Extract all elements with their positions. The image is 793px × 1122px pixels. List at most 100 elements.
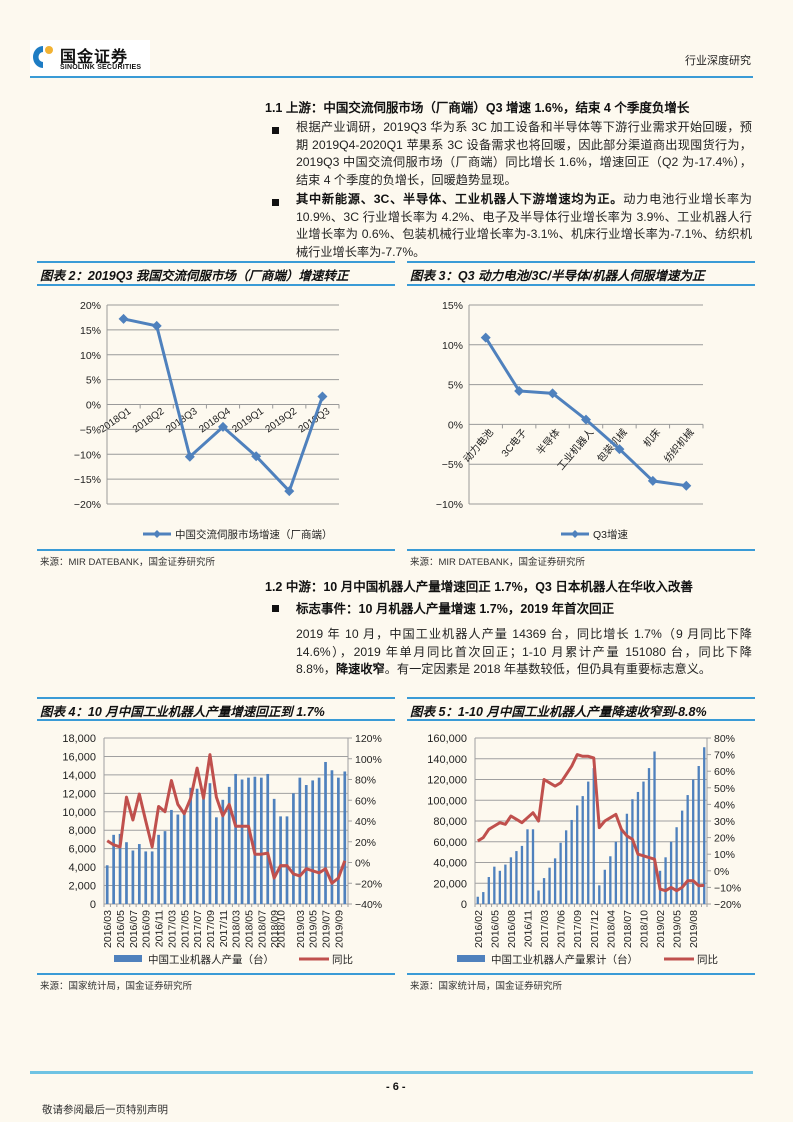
figure-bottom-divider [407,973,755,975]
svg-text:5%: 5% [448,380,463,392]
svg-text:2017/06: 2017/06 [556,910,568,948]
paragraph-robot-output: 2019 年 10 月，中国工业机器人产量 14369 台，同比增长 1.7%（… [296,627,752,676]
svg-text:2019/08: 2019/08 [688,910,700,948]
svg-text:3C电子: 3C电子 [498,426,529,459]
svg-text:2016/11: 2016/11 [522,910,534,947]
svg-text:15%: 15% [442,300,463,312]
svg-text:机床: 机床 [640,426,663,450]
svg-text:0: 0 [461,899,467,911]
svg-text:同比: 同比 [332,953,353,966]
svg-text:2018/03: 2018/03 [231,910,243,948]
figure-2-line-chart: 20% 15% 10% 5% 0% −5% −10% −15% −20% 2018Q12018Q2… [74,300,340,541]
figure-bottom-divider [37,549,395,551]
figure-bottom-divider [37,973,395,975]
svg-text:0%: 0% [714,866,729,878]
svg-text:4,000: 4,000 [68,862,96,874]
svg-text:70%: 70% [714,750,735,762]
svg-text:2016/09: 2016/09 [141,910,153,948]
section-1-2-title: 1.2 中游：10 月中国机器人产量增速回正 1.7%，Q3 日本机器人在华收入… [265,580,693,594]
svg-text:0: 0 [90,899,96,911]
svg-text:15%: 15% [80,325,101,337]
svg-text:2,000: 2,000 [68,881,96,893]
svg-text:18,000: 18,000 [62,733,96,745]
svg-text:100,000: 100,000 [427,795,467,807]
footer-divider [30,1071,753,1074]
figure-top-divider [37,697,395,699]
svg-text:−20%: −20% [355,878,382,890]
logo-text-en: SINOLINK SECURITIES [60,64,142,71]
svg-text:2016/05: 2016/05 [489,910,501,948]
svg-text:30%: 30% [714,816,735,828]
svg-text:10%: 10% [714,849,735,861]
svg-text:40,000: 40,000 [433,858,467,870]
figure-4-source: 来源：国家统计局，国金证券研究所 [40,981,193,992]
report-type: 行业深度研究 [685,54,751,67]
header-divider [30,76,753,78]
svg-text:5%: 5% [86,375,101,387]
svg-text:2018Q1: 2018Q1 [98,406,134,436]
svg-text:12,000: 12,000 [62,788,96,800]
svg-text:2017/09: 2017/09 [572,910,584,948]
svg-text:0%: 0% [86,400,101,412]
svg-text:2019Q1: 2019Q1 [230,406,266,436]
svg-text:2016/07: 2016/07 [128,910,140,948]
svg-text:同比: 同比 [697,953,718,966]
svg-text:2018/04: 2018/04 [605,910,617,948]
svg-text:0%: 0% [448,419,463,431]
svg-text:60%: 60% [714,766,735,778]
figure-2-title: 图表 2：2019Q3 我国交流伺服市场（厂商端）增速转正 [40,269,349,283]
svg-text:16,000: 16,000 [62,751,96,763]
svg-text:20%: 20% [714,833,735,845]
bullet-icon [272,127,279,134]
figure-title-divider [37,719,395,721]
figure-5-bar-line-chart: 160,000 140,000 120,000 100,000 80,000 60,000… [427,733,741,966]
svg-text:60%: 60% [355,795,376,807]
figure-top-divider [407,697,755,699]
svg-text:半导体: 半导体 [534,426,563,457]
svg-text:120,000: 120,000 [427,775,467,787]
svg-text:−10%: −10% [714,882,741,894]
svg-text:20%: 20% [80,300,101,312]
svg-text:2019/05: 2019/05 [308,910,320,948]
svg-text:2017/07: 2017/07 [192,910,204,948]
figure-bottom-divider [407,549,755,551]
svg-text:2017/03: 2017/03 [539,910,551,948]
svg-text:动力电池: 动力电池 [460,426,496,465]
figure-title-divider [37,284,395,286]
svg-text:8,000: 8,000 [68,825,96,837]
svg-text:140,000: 140,000 [427,754,467,766]
figure-3-source: 来源：MIR DATEBANK，国金证券研究所 [410,557,586,568]
svg-text:20%: 20% [355,837,376,849]
svg-text:中国工业机器人产量累计（台）: 中国工业机器人产量累计（台） [491,953,638,966]
svg-text:10,000: 10,000 [62,807,96,819]
figure-5-title: 图表 5：1-10 月中国工业机器人产量降速收窄到-8.8% [410,705,707,719]
page-number: - 6 - [386,1081,406,1093]
paragraph-bullet-1: 根据产业调研，2019Q3 华为系 3C 加工设备和半导体等下游行业需求开始回暖… [296,120,752,187]
svg-text:10%: 10% [80,350,101,362]
svg-text:80%: 80% [714,733,735,745]
bullet-heading: 标志事件：10 月机器人产量增速 1.7%，2019 年首次回正 [296,602,615,616]
figure-3-line-chart: 15%10%5%0%−5%−10%动力电池 3C电子 半导体工业机器人 包装机械 机床纺… [436,300,704,541]
svg-text:2016/02: 2016/02 [473,910,485,948]
paragraph-bullet-2: 其中新能源、3C、半导体、工业机器人下游增速均为正。动力电池行业增长率为 10.… [296,192,752,259]
company-logo: 国金证券 SINOLINK SECURITIES [30,40,150,78]
disclaimer-note: 敬请参阅最后一页特别声明 [42,1104,168,1116]
svg-text:80%: 80% [355,775,376,787]
svg-text:−20%: −20% [714,899,741,911]
svg-text:−10%: −10% [436,499,463,511]
svg-text:2016/05: 2016/05 [115,910,127,948]
svg-text:−15%: −15% [74,474,101,486]
svg-text:2017/12: 2017/12 [589,910,601,948]
svg-text:2019/09: 2019/09 [333,910,345,948]
svg-text:100%: 100% [355,754,382,766]
figure-4-bar-line-chart: 18,000 16,000 14,000 12,000 10,000 8,000 6,000… [62,733,382,966]
svg-text:2018/07: 2018/07 [256,910,268,948]
svg-text:2019/07: 2019/07 [321,910,333,948]
svg-text:2017/11: 2017/11 [218,910,230,947]
logo-text-cn: 国金证券 [60,49,129,66]
svg-text:−5%: −5% [442,459,463,471]
svg-text:2018Q2: 2018Q2 [131,406,167,436]
figure-title-divider [407,284,755,286]
svg-text:2019/03: 2019/03 [295,910,307,948]
svg-text:中国交流伺服市场增速（厂商端）: 中国交流伺服市场增速（厂商端） [175,528,333,541]
